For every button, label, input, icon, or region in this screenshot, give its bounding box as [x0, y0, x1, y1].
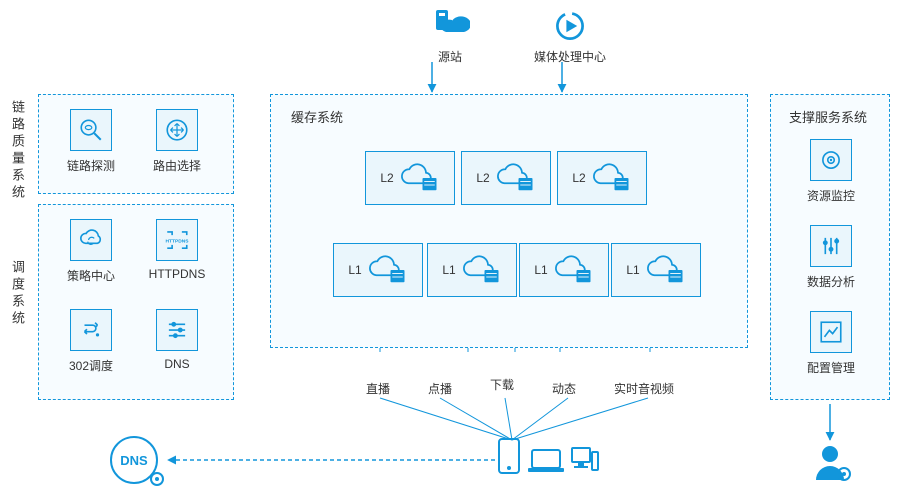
l2-label-2: L2 [572, 171, 585, 185]
dispatch-panel: 策略中心 HTTPDNS HTTPDNS 302调度 DNS [38, 204, 234, 400]
route-select-card: 路由选择 [147, 109, 207, 174]
svc-live: 直播 [366, 380, 390, 397]
dns-gear-icon [148, 470, 166, 488]
arrows-out-icon [156, 109, 198, 151]
media-label: 媒体处理中心 [520, 48, 620, 65]
resource-monitor-card: 资源监控 [801, 139, 861, 204]
cloud-server-icon [552, 254, 594, 286]
svc-dynamic: 动态 [552, 380, 576, 397]
origin-label: 源站 [410, 48, 490, 65]
data-analysis-card: 数据分析 [801, 225, 861, 290]
redirect-302-label: 302调度 [61, 357, 121, 374]
l2-label-0: L2 [380, 171, 393, 185]
media-center: 媒体处理中心 [520, 8, 620, 65]
support-title: 支撑服务系统 [789, 107, 867, 126]
cloud-server-icon [590, 162, 632, 194]
cloud-server-icon [398, 162, 440, 194]
sliders-icon [156, 309, 198, 351]
cache-panel: 缓存系统 L2 L2 L2 L1 L1 L1 L1 [270, 94, 748, 348]
phone-icon [498, 438, 520, 479]
quality-panel: 链路探测 路由选择 [38, 94, 234, 194]
httpdns-label: HTTPDNS [147, 267, 207, 281]
data-analysis-label: 数据分析 [801, 273, 861, 290]
redirect-icon [70, 309, 112, 351]
svc-download: 下载 [490, 376, 514, 393]
dns-card: DNS [147, 309, 207, 371]
svg-text:HTTPDNS: HTTPDNS [166, 238, 190, 244]
svc-vod: 点播 [428, 380, 452, 397]
l2-server-1: L2 [461, 151, 551, 205]
link-probe-card: 链路探测 [61, 109, 121, 174]
support-panel: 支撑服务系统 资源监控 数据分析 配置管理 [770, 94, 890, 400]
config-mgmt-card: 配置管理 [801, 311, 861, 376]
desktop-icon [570, 446, 600, 479]
httpdns-icon: HTTPDNS [156, 219, 198, 261]
cloud-server-icon [494, 162, 536, 194]
laptop-icon [528, 448, 564, 479]
origin-server: 源站 [410, 8, 490, 65]
l1-label-2: L1 [534, 263, 547, 277]
sliders-v-icon [810, 225, 852, 267]
l2-label-1: L2 [476, 171, 489, 185]
svc-rtc: 实时音视频 [614, 380, 674, 397]
dns-circle-label: DNS [120, 453, 147, 468]
policy-center-card: 策略中心 [61, 219, 121, 284]
httpdns-card: HTTPDNS HTTPDNS [147, 219, 207, 281]
eye-target-icon [810, 139, 852, 181]
l1-label-0: L1 [348, 263, 361, 277]
cloud-refresh-icon [70, 219, 112, 261]
l1-label-1: L1 [442, 263, 455, 277]
dispatch-vlabel: 调度系统 [8, 260, 27, 328]
l1-server-0: L1 [333, 243, 423, 297]
l2-server-2: L2 [557, 151, 647, 205]
link-probe-label: 链路探测 [61, 157, 121, 174]
user-gear-icon [810, 440, 854, 489]
resource-monitor-label: 资源监控 [801, 187, 861, 204]
magnify-link-icon [70, 109, 112, 151]
l1-server-2: L1 [519, 243, 609, 297]
chart-line-icon [810, 311, 852, 353]
l1-server-3: L1 [611, 243, 701, 297]
config-mgmt-label: 配置管理 [801, 359, 861, 376]
cloud-server-icon [460, 254, 502, 286]
route-select-label: 路由选择 [147, 157, 207, 174]
cache-title: 缓存系统 [291, 107, 343, 126]
cloud-server-icon [644, 254, 686, 286]
policy-center-label: 策略中心 [61, 267, 121, 284]
l2-server-0: L2 [365, 151, 455, 205]
l1-label-3: L1 [626, 263, 639, 277]
redirect-302-card: 302调度 [61, 309, 121, 374]
l1-server-1: L1 [427, 243, 517, 297]
cloud-server-icon [366, 254, 408, 286]
dns-label: DNS [147, 357, 207, 371]
quality-vlabel: 链路质量系统 [8, 100, 27, 202]
